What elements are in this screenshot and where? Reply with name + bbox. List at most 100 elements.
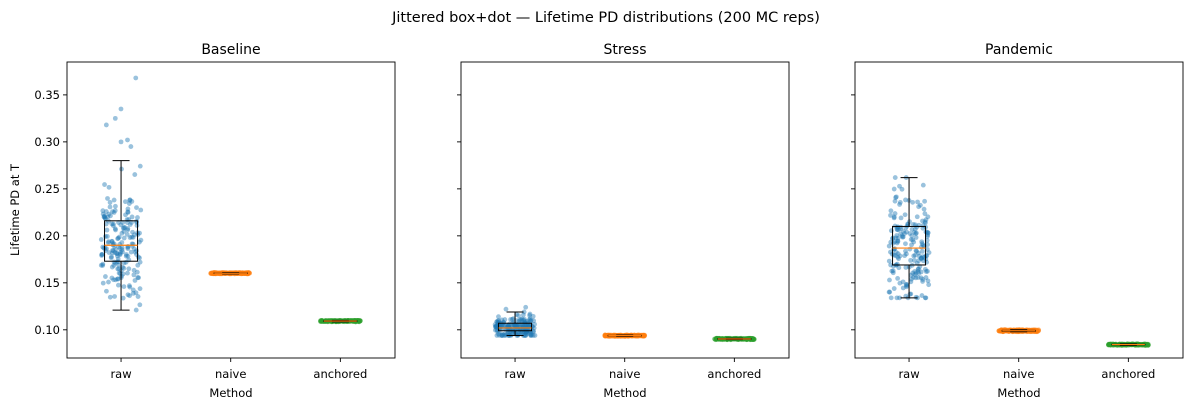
y-tick-label: 0.15	[34, 276, 60, 290]
iqr-box	[892, 225, 927, 266]
data-point	[899, 186, 905, 192]
data-point	[355, 318, 361, 324]
data-point	[134, 269, 140, 275]
data-point	[913, 248, 919, 254]
data-point	[887, 289, 893, 295]
data-point	[602, 333, 608, 339]
data-point	[98, 262, 104, 268]
data-point	[516, 313, 521, 318]
data-point	[641, 333, 647, 339]
data-point	[110, 247, 115, 253]
data-point	[909, 226, 915, 232]
data-point	[1034, 329, 1040, 335]
data-point	[926, 250, 932, 256]
x-axis-label: Method	[603, 386, 646, 400]
data-point	[129, 234, 135, 240]
data-point	[137, 302, 143, 308]
data-point	[522, 333, 528, 338]
data-point	[104, 234, 110, 239]
data-point	[913, 275, 919, 281]
data-point	[997, 328, 1003, 334]
data-point	[131, 267, 137, 273]
data-point	[357, 318, 363, 324]
data-point	[502, 317, 508, 322]
data-point	[125, 227, 131, 233]
data-point	[750, 336, 756, 342]
dots-raw	[98, 75, 144, 313]
data-point	[898, 226, 904, 232]
data-point	[642, 333, 647, 338]
panel-title: Pandemic	[985, 42, 1053, 58]
data-point	[920, 248, 925, 254]
data-point	[116, 270, 122, 276]
data-point	[914, 230, 919, 236]
data-point	[125, 226, 131, 231]
data-point	[105, 196, 110, 201]
data-point	[115, 266, 121, 272]
data-point	[133, 75, 139, 81]
data-point	[750, 336, 756, 342]
data-point	[1145, 341, 1151, 347]
data-point	[123, 259, 129, 265]
data-point	[602, 333, 608, 339]
data-point	[893, 250, 899, 255]
data-point	[126, 201, 132, 206]
data-point	[116, 262, 122, 268]
data-point	[750, 336, 756, 342]
data-point	[893, 235, 899, 241]
data-point	[639, 333, 645, 339]
data-point	[119, 230, 125, 236]
data-point	[886, 258, 892, 264]
data-point	[500, 333, 505, 338]
data-point	[915, 269, 921, 274]
data-point	[641, 333, 647, 339]
data-point	[319, 318, 325, 324]
data-point	[510, 330, 516, 336]
x-axis-label: Method	[209, 386, 252, 400]
data-point	[522, 320, 528, 326]
data-point	[898, 231, 903, 237]
data-point	[894, 233, 900, 238]
data-point	[892, 246, 898, 252]
panel-pandemic: Pandemic raw naive anchored Method	[851, 42, 1184, 400]
data-point	[121, 260, 127, 266]
data-point	[912, 269, 918, 274]
y-tick-label: 0.20	[34, 229, 60, 243]
data-point	[356, 318, 361, 324]
data-point	[135, 262, 141, 268]
data-point	[891, 186, 897, 192]
data-point	[916, 253, 922, 259]
data-point	[503, 333, 509, 338]
data-point	[496, 329, 502, 334]
data-point	[900, 285, 906, 291]
data-point	[125, 209, 131, 215]
data-point	[912, 226, 918, 232]
data-point	[499, 333, 505, 338]
data-point	[508, 317, 514, 322]
panel-title: Stress	[603, 42, 646, 58]
data-point	[751, 336, 757, 342]
data-point	[493, 323, 499, 329]
data-point	[126, 266, 132, 272]
data-point	[113, 247, 119, 252]
data-point	[603, 333, 609, 339]
data-point	[493, 323, 499, 329]
data-point	[902, 212, 908, 218]
data-point	[1107, 341, 1112, 347]
data-point	[498, 323, 503, 329]
data-point	[109, 250, 115, 256]
data-point	[527, 316, 533, 322]
data-point	[1034, 327, 1040, 333]
data-point	[714, 336, 719, 342]
data-point	[210, 270, 216, 276]
data-point	[135, 215, 140, 220]
box-naive	[1001, 329, 1036, 333]
data-point	[892, 239, 898, 245]
data-point	[904, 282, 910, 287]
panel-baseline: Baseline 0.10 0.15 0.20 0.25 0.30 0.35 raw naive…	[8, 42, 396, 400]
data-point	[916, 258, 922, 264]
data-point	[503, 306, 509, 312]
data-point	[137, 230, 142, 236]
data-point	[103, 209, 109, 214]
